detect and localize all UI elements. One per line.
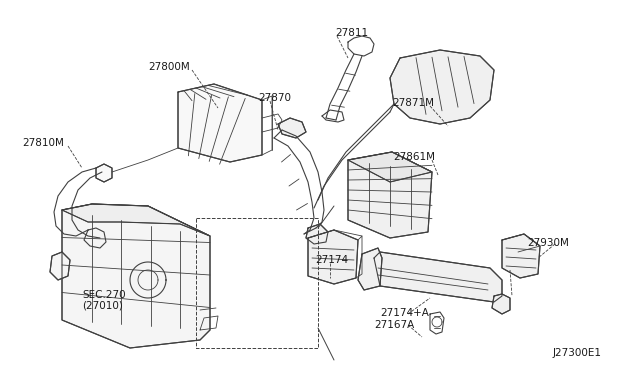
Text: 27810M: 27810M [22,138,64,148]
Polygon shape [62,204,210,236]
Polygon shape [358,248,382,290]
Text: SEC.270: SEC.270 [82,290,125,300]
Bar [196,218,318,348]
Text: 27871M: 27871M [392,98,434,108]
Polygon shape [178,84,262,162]
Polygon shape [62,204,210,348]
Polygon shape [96,164,112,182]
Polygon shape [390,50,494,124]
Text: (27010): (27010) [82,301,123,311]
Polygon shape [50,252,70,280]
Polygon shape [306,224,328,244]
Text: 27930M: 27930M [527,238,569,248]
Text: 27174: 27174 [315,255,348,265]
Polygon shape [492,294,510,314]
Polygon shape [502,234,540,278]
Text: 27167A: 27167A [374,320,414,330]
Text: 27870: 27870 [258,93,291,103]
Polygon shape [374,252,502,302]
Polygon shape [278,118,306,138]
Polygon shape [348,152,432,238]
Text: 27861M: 27861M [393,152,435,162]
Text: 27174+A: 27174+A [380,308,429,318]
Text: 27811: 27811 [335,28,368,38]
Polygon shape [308,230,358,284]
Text: J27300E1: J27300E1 [553,348,602,358]
Polygon shape [348,152,432,182]
Text: 27800M: 27800M [148,62,189,72]
Polygon shape [84,228,106,248]
